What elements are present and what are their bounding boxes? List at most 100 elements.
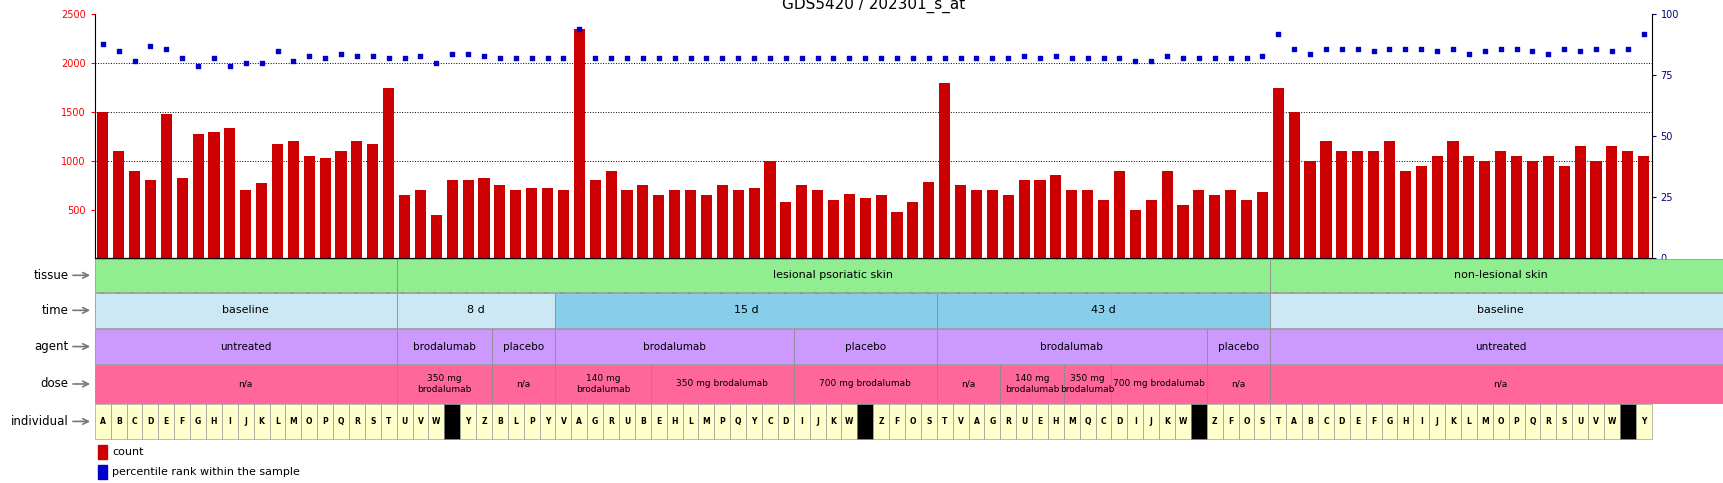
Bar: [1478, 161, 1489, 258]
Point: [295, 52, 322, 60]
Bar: [1399, 170, 1409, 258]
Bar: [1111, 404, 1127, 439]
Point: [1168, 55, 1196, 62]
Text: S: S: [370, 417, 376, 426]
Bar: [95, 329, 396, 364]
Point: [739, 55, 767, 62]
Bar: [190, 404, 207, 439]
Bar: [412, 404, 427, 439]
Point: [724, 55, 751, 62]
Text: percentile rank within the sample: percentile rank within the sample: [112, 467, 300, 477]
Text: Y: Y: [465, 417, 470, 426]
Bar: [999, 366, 1063, 402]
Text: 140 mg
brodalumab: 140 mg brodalumab: [575, 374, 631, 394]
Point: [1122, 57, 1149, 65]
Bar: [684, 190, 696, 258]
Text: M: M: [1480, 417, 1487, 426]
Point: [979, 55, 1006, 62]
Point: [501, 55, 529, 62]
Bar: [1206, 329, 1270, 364]
Bar: [634, 404, 650, 439]
Bar: [129, 170, 140, 258]
Point: [1439, 45, 1466, 53]
Bar: [874, 404, 889, 439]
Text: U: U: [1020, 417, 1027, 426]
Text: H: H: [1401, 417, 1408, 426]
Point: [1613, 45, 1640, 53]
Bar: [145, 180, 155, 258]
Point: [1549, 45, 1577, 53]
Bar: [1175, 404, 1191, 439]
Point: [1454, 50, 1482, 57]
Bar: [1365, 404, 1380, 439]
Text: L: L: [276, 417, 279, 426]
Point: [629, 55, 656, 62]
Bar: [1335, 151, 1347, 258]
Bar: [1048, 404, 1063, 439]
Text: W: W: [432, 417, 441, 426]
Point: [915, 55, 942, 62]
Bar: [1430, 156, 1442, 258]
Bar: [555, 404, 570, 439]
Bar: [574, 29, 584, 258]
Text: S: S: [1561, 417, 1566, 426]
Bar: [239, 190, 252, 258]
Text: U: U: [624, 417, 629, 426]
Text: individual: individual: [10, 415, 69, 428]
Bar: [1225, 190, 1235, 258]
Bar: [1301, 404, 1316, 439]
Bar: [651, 366, 793, 402]
Bar: [955, 185, 965, 258]
Bar: [555, 366, 650, 402]
Bar: [365, 404, 381, 439]
Point: [1216, 55, 1244, 62]
Bar: [1320, 142, 1330, 258]
Bar: [936, 329, 1206, 364]
Text: time: time: [41, 304, 69, 317]
Bar: [1177, 205, 1187, 258]
Text: R: R: [353, 417, 360, 426]
Text: L: L: [687, 417, 693, 426]
Point: [1089, 55, 1117, 62]
Bar: [1158, 404, 1175, 439]
Bar: [588, 404, 603, 439]
Text: P: P: [529, 417, 534, 426]
Text: L: L: [513, 417, 519, 426]
Title: GDS5420 / 202301_s_at: GDS5420 / 202301_s_at: [781, 0, 965, 13]
Bar: [1063, 366, 1111, 402]
Text: L: L: [1466, 417, 1470, 426]
Bar: [176, 178, 188, 258]
Bar: [160, 114, 172, 258]
Bar: [539, 404, 555, 439]
Bar: [381, 404, 396, 439]
Bar: [1571, 404, 1587, 439]
Point: [121, 57, 148, 65]
Text: E: E: [1354, 417, 1359, 426]
Text: G: G: [195, 417, 202, 426]
Point: [1485, 45, 1513, 53]
Text: W: W: [1608, 417, 1614, 426]
Bar: [1368, 151, 1378, 258]
Point: [1263, 30, 1291, 38]
Point: [1311, 45, 1339, 53]
Text: J: J: [1149, 417, 1153, 426]
Bar: [383, 87, 395, 258]
Bar: [1602, 404, 1620, 439]
Bar: [1380, 404, 1397, 439]
Point: [455, 50, 482, 57]
Bar: [1587, 404, 1602, 439]
Bar: [777, 404, 793, 439]
Bar: [96, 112, 109, 258]
Bar: [98, 445, 107, 459]
Bar: [936, 293, 1270, 327]
Point: [1280, 45, 1308, 53]
Text: O: O: [1242, 417, 1249, 426]
Bar: [939, 83, 949, 258]
Text: 700 mg brodalumab: 700 mg brodalumab: [1113, 380, 1204, 388]
Bar: [1349, 404, 1365, 439]
Text: M: M: [1067, 417, 1075, 426]
Text: H: H: [210, 417, 217, 426]
Bar: [143, 404, 159, 439]
Point: [693, 55, 720, 62]
Bar: [1222, 404, 1237, 439]
